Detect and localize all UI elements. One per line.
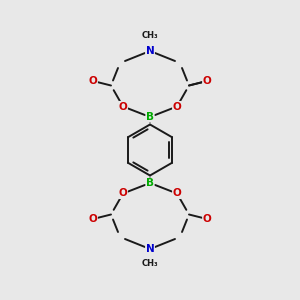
Text: O: O	[118, 188, 127, 199]
Text: O: O	[88, 76, 98, 86]
Text: CH₃: CH₃	[142, 260, 158, 268]
Text: CH₃: CH₃	[142, 32, 158, 40]
Text: O: O	[118, 101, 127, 112]
Text: O: O	[88, 214, 98, 224]
Text: O: O	[202, 76, 211, 86]
Text: N: N	[146, 244, 154, 254]
Text: O: O	[172, 188, 182, 199]
Text: N: N	[146, 46, 154, 56]
Text: B: B	[146, 178, 154, 188]
Text: O: O	[172, 101, 182, 112]
Text: B: B	[146, 112, 154, 122]
Text: O: O	[202, 214, 211, 224]
